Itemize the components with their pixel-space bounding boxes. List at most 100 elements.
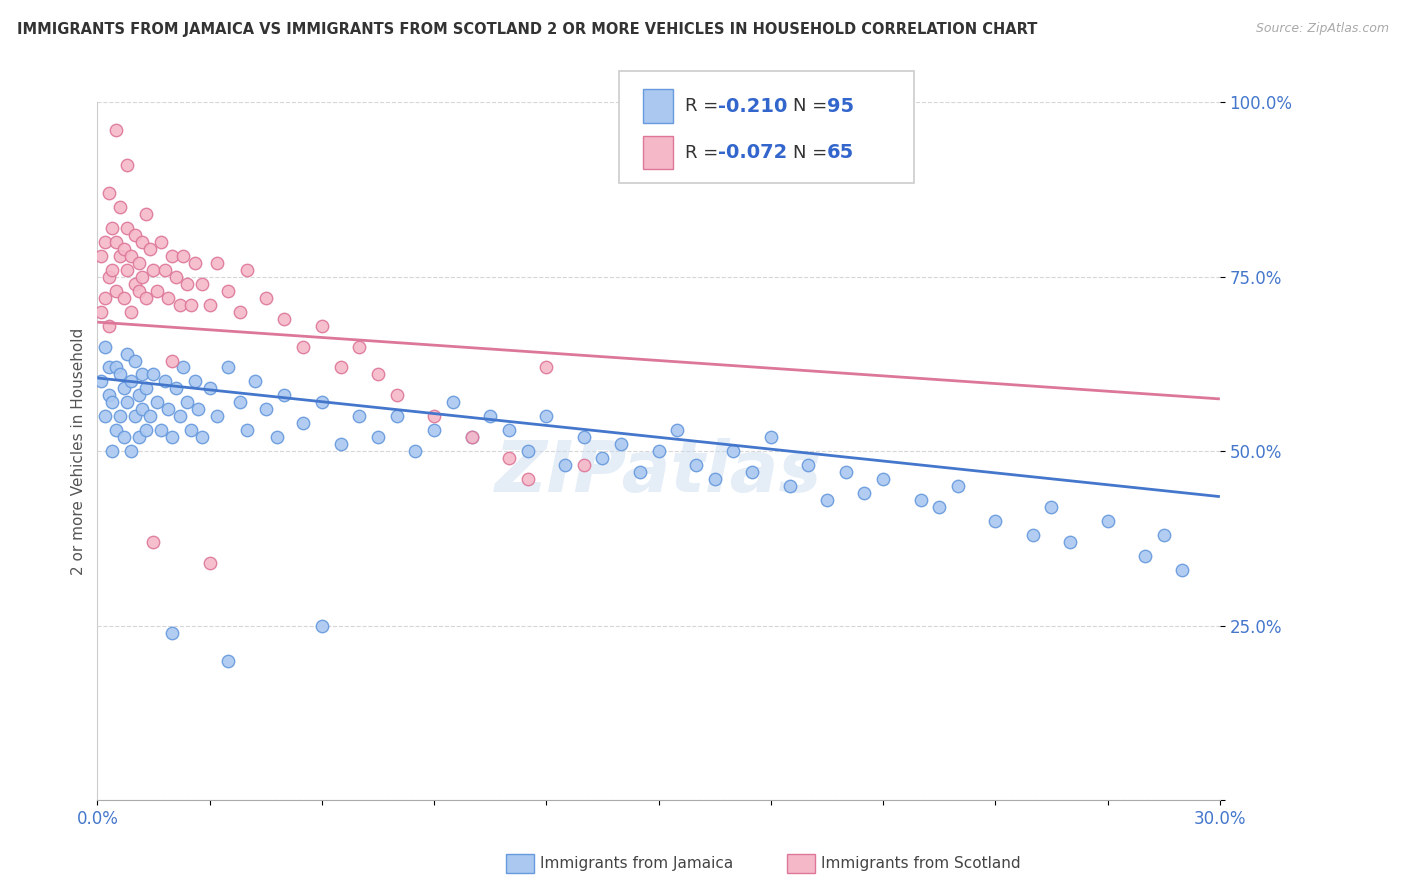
Point [90, 375, 112, 389]
Point [759, 430, 782, 444]
Point [160, 249, 183, 263]
Point [516, 472, 538, 486]
Point [498, 451, 520, 466]
Point [138, 409, 160, 424]
Point [946, 479, 969, 493]
Text: R =: R = [685, 144, 724, 161]
Point [117, 395, 139, 409]
Point [479, 409, 502, 424]
Point [666, 423, 689, 437]
Point [236, 423, 259, 437]
Point [423, 423, 446, 437]
Point [536, 360, 558, 375]
Point [703, 472, 725, 486]
Point [105, 235, 128, 249]
Point [647, 444, 669, 458]
Point [120, 304, 142, 318]
Point [592, 451, 614, 466]
Point [872, 472, 894, 486]
Point [228, 395, 250, 409]
Point [160, 353, 183, 368]
Point [572, 458, 595, 473]
Point [723, 444, 745, 458]
Point [124, 227, 146, 242]
Text: 65: 65 [827, 143, 853, 162]
Point [153, 375, 176, 389]
Point [1153, 528, 1175, 542]
Text: N =: N = [793, 97, 832, 115]
Point [169, 409, 191, 424]
Point [94, 340, 117, 354]
Point [217, 360, 239, 375]
Point [169, 298, 191, 312]
Point [292, 417, 315, 431]
Point [266, 430, 288, 444]
Point [165, 381, 187, 395]
Text: -0.072: -0.072 [718, 143, 787, 162]
Point [273, 388, 295, 402]
Point [142, 262, 165, 277]
Point [187, 402, 209, 417]
Point [97, 269, 120, 284]
Point [157, 402, 180, 417]
Point [117, 221, 139, 235]
Point [834, 465, 856, 479]
Point [120, 249, 142, 263]
Point [516, 444, 538, 458]
Point [90, 249, 112, 263]
Point [367, 430, 389, 444]
Point [131, 402, 153, 417]
Point [217, 284, 239, 298]
Point [228, 304, 250, 318]
Point [311, 395, 333, 409]
Point [135, 207, 157, 221]
Y-axis label: 2 or more Vehicles in Household: 2 or more Vehicles in Household [72, 327, 86, 574]
Point [94, 235, 117, 249]
Point [311, 618, 333, 632]
Point [97, 360, 120, 375]
Point [142, 535, 165, 549]
Point [172, 360, 194, 375]
Point [112, 291, 135, 305]
Point [128, 430, 150, 444]
Point [180, 423, 202, 437]
Point [157, 291, 180, 305]
Point [404, 444, 426, 458]
Point [101, 221, 124, 235]
Text: 95: 95 [827, 96, 853, 116]
Point [153, 262, 176, 277]
Point [90, 304, 112, 318]
Point [112, 242, 135, 256]
Point [1040, 500, 1063, 514]
Point [205, 409, 228, 424]
Text: Immigrants from Jamaica: Immigrants from Jamaica [540, 856, 733, 871]
Point [254, 291, 277, 305]
Point [112, 381, 135, 395]
Point [94, 291, 117, 305]
Point [146, 284, 169, 298]
Point [236, 262, 259, 277]
Point [101, 395, 124, 409]
Point [97, 186, 120, 200]
Point [160, 625, 183, 640]
Point [146, 395, 169, 409]
Point [160, 430, 183, 444]
Point [554, 458, 576, 473]
Point [105, 360, 128, 375]
Point [191, 430, 214, 444]
Point [1171, 563, 1194, 577]
Point [329, 360, 352, 375]
Point [385, 388, 408, 402]
Point [423, 409, 446, 424]
Point [1022, 528, 1045, 542]
Point [124, 353, 146, 368]
Text: Source: ZipAtlas.com: Source: ZipAtlas.com [1256, 22, 1389, 36]
Point [311, 318, 333, 333]
Text: IMMIGRANTS FROM JAMAICA VS IMMIGRANTS FROM SCOTLAND 2 OR MORE VEHICLES IN HOUSEH: IMMIGRANTS FROM JAMAICA VS IMMIGRANTS FR… [17, 22, 1038, 37]
Point [685, 458, 707, 473]
Point [536, 409, 558, 424]
Point [135, 381, 157, 395]
Point [191, 277, 214, 291]
Point [138, 242, 160, 256]
Point [149, 235, 172, 249]
